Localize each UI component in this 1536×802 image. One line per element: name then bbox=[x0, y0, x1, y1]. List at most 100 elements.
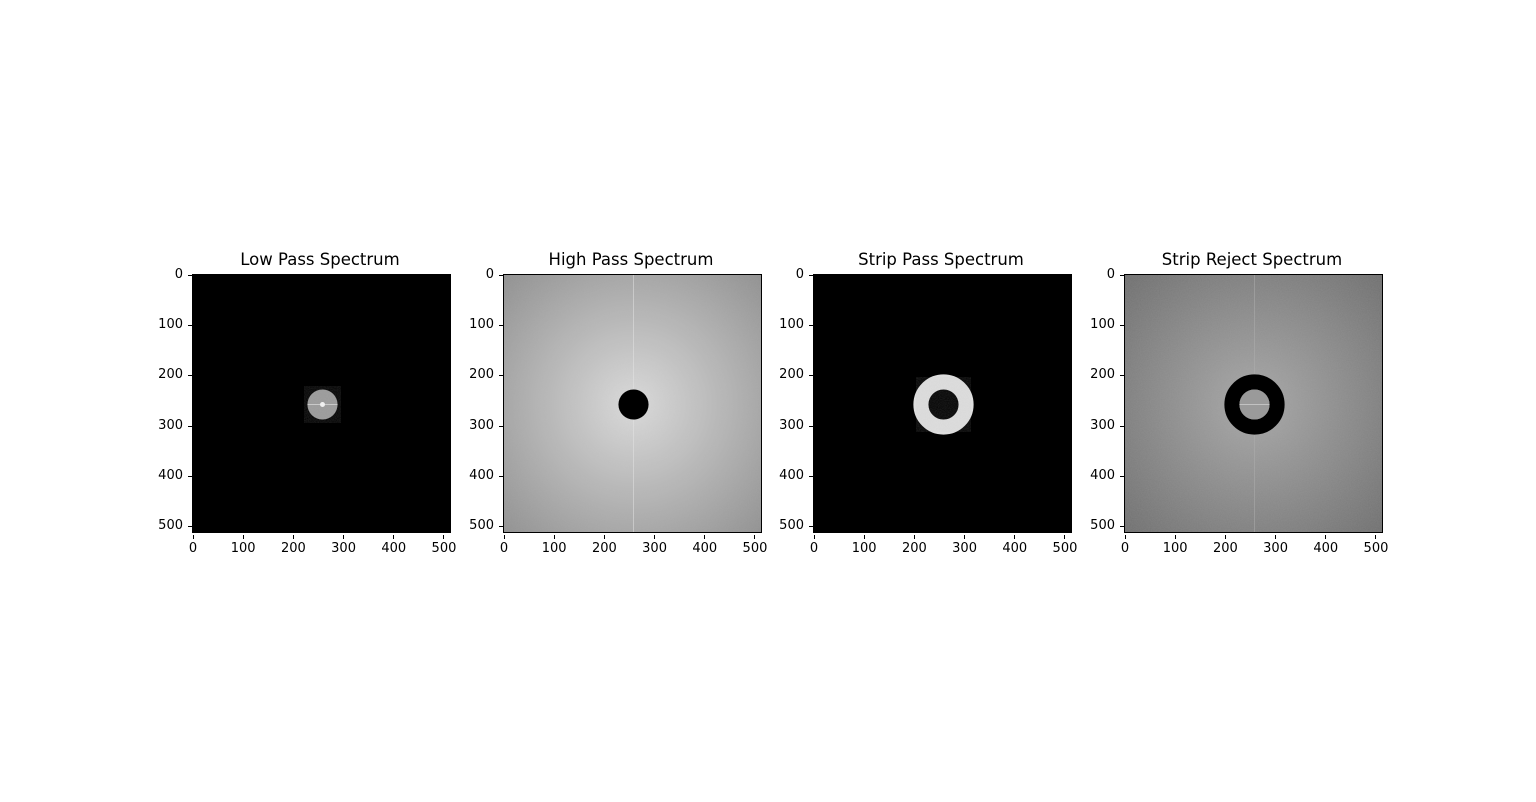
y-tick-label: 0 bbox=[1079, 267, 1124, 282]
x-tick-mark bbox=[1325, 535, 1327, 539]
x-tick-label: 500 bbox=[1047, 535, 1083, 556]
y-tick-mark bbox=[1120, 475, 1124, 477]
x-tick-text: 0 bbox=[188, 541, 198, 556]
x-tick-label: 500 bbox=[737, 535, 773, 556]
y-tick-mark bbox=[188, 525, 192, 527]
x-tick-text: 300 bbox=[642, 541, 667, 556]
y-tick-text: 400 bbox=[469, 467, 494, 483]
x-tick-mark bbox=[863, 535, 865, 539]
x-tick-mark bbox=[1124, 535, 1126, 539]
x-tick-text: 0 bbox=[809, 541, 819, 556]
y-tick-mark bbox=[809, 525, 813, 527]
y-tick-label: 400 bbox=[147, 467, 192, 483]
y-tick-mark bbox=[809, 325, 813, 327]
x-tick-mark bbox=[1275, 535, 1277, 539]
panel-title: High Pass Spectrum bbox=[548, 250, 714, 269]
y-tick-text: 0 bbox=[174, 267, 183, 282]
y-tick-text: 100 bbox=[158, 317, 183, 333]
y-tick-label: 300 bbox=[768, 418, 813, 433]
x-tick-text: 400 bbox=[692, 541, 718, 556]
x-tick-mark bbox=[292, 535, 294, 539]
x-tick-text: 300 bbox=[1263, 541, 1288, 556]
y-tick-text: 200 bbox=[469, 367, 494, 383]
x-tick-text: 200 bbox=[901, 541, 927, 556]
y-tick-mark bbox=[1120, 525, 1124, 527]
y-tick-label: 200 bbox=[1079, 367, 1124, 383]
x-tick-text: 300 bbox=[331, 541, 356, 556]
x-tick-mark bbox=[1174, 535, 1176, 539]
y-tick-mark bbox=[499, 325, 503, 327]
x-tick-mark bbox=[192, 535, 194, 539]
x-tick-label: 300 bbox=[947, 535, 983, 556]
y-tick-text: 400 bbox=[158, 467, 183, 483]
x-tick-mark bbox=[503, 535, 505, 539]
x-tick-mark bbox=[654, 535, 656, 539]
x-tick-label: 300 bbox=[1258, 535, 1294, 556]
x-tick-label: 200 bbox=[275, 535, 311, 556]
spectrum-svg bbox=[814, 275, 1071, 532]
panel-low-pass: Low Pass Spectrum 0 100 200 300 400 500 0 100 20… bbox=[158, 248, 480, 568]
x-tick-mark bbox=[343, 535, 345, 539]
y-tick-text: 300 bbox=[469, 417, 494, 433]
x-tick-mark bbox=[913, 535, 915, 539]
x-tick-text: 200 bbox=[1212, 541, 1238, 556]
spectrum-svg bbox=[193, 275, 450, 532]
y-tick-label: 400 bbox=[768, 467, 813, 483]
x-tick-mark bbox=[393, 535, 395, 539]
spectrum-noise bbox=[913, 374, 974, 435]
y-tick-text: 400 bbox=[1090, 467, 1115, 483]
y-tick-text: 0 bbox=[795, 267, 804, 282]
x-tick-text: 400 bbox=[381, 541, 407, 556]
y-tick-text: 500 bbox=[469, 517, 494, 533]
x-tick-label: 500 bbox=[426, 535, 462, 556]
x-tick-mark bbox=[1014, 535, 1016, 539]
y-tick-label: 400 bbox=[458, 467, 503, 483]
spectrum-image bbox=[1124, 274, 1383, 533]
y-tick-mark bbox=[499, 475, 503, 477]
x-tick-label: 0 bbox=[1107, 535, 1143, 556]
y-tick-label: 0 bbox=[768, 267, 813, 282]
x-tick-label: 400 bbox=[997, 535, 1033, 556]
x-tick-text: 500 bbox=[431, 541, 457, 556]
y-tick-mark bbox=[499, 425, 503, 427]
y-tick-mark bbox=[188, 475, 192, 477]
x-tick-label: 0 bbox=[486, 535, 522, 556]
x-tick-text: 0 bbox=[1120, 541, 1130, 556]
y-tick-label: 100 bbox=[458, 317, 503, 332]
x-tick-mark bbox=[553, 535, 555, 539]
y-tick-label: 100 bbox=[768, 317, 813, 332]
x-tick-text: 200 bbox=[280, 541, 306, 556]
x-tick-text: 400 bbox=[1002, 541, 1028, 556]
x-tick-label: 200 bbox=[586, 535, 622, 556]
y-tick-text: 300 bbox=[158, 417, 183, 433]
y-tick-text: 300 bbox=[1090, 417, 1115, 433]
y-tick-text: 200 bbox=[1090, 367, 1115, 383]
y-tick-label: 500 bbox=[1079, 518, 1124, 533]
x-tick-text: 200 bbox=[591, 541, 617, 556]
y-tick-mark bbox=[499, 275, 503, 276]
x-tick-label: 0 bbox=[175, 535, 211, 556]
y-tick-text: 200 bbox=[779, 367, 804, 383]
x-tick-mark bbox=[813, 535, 815, 539]
panel-strip-reject: Strip Reject Spectrum 0 100 200 300 400 500 0 1… bbox=[1090, 248, 1412, 568]
y-tick-text: 500 bbox=[779, 517, 804, 533]
y-tick-label: 100 bbox=[147, 317, 192, 333]
x-tick-mark bbox=[242, 535, 244, 539]
y-tick-label: 300 bbox=[1079, 417, 1124, 433]
masked-region bbox=[814, 275, 1071, 532]
y-tick-mark bbox=[809, 275, 813, 276]
y-tick-label: 200 bbox=[147, 367, 192, 382]
x-tick-label: 400 bbox=[1308, 535, 1344, 556]
x-tick-text: 100 bbox=[541, 541, 567, 556]
y-tick-label: 200 bbox=[458, 367, 503, 383]
x-tick-mark bbox=[964, 535, 966, 539]
y-tick-text: 400 bbox=[779, 467, 804, 483]
dc-peak bbox=[320, 402, 325, 407]
y-tick-mark bbox=[499, 525, 503, 527]
y-tick-mark bbox=[809, 475, 813, 477]
y-tick-label: 500 bbox=[768, 517, 813, 533]
spectrum-svg bbox=[1125, 275, 1382, 532]
y-tick-mark bbox=[1120, 275, 1124, 276]
y-tick-mark bbox=[809, 375, 813, 377]
spectrum-image bbox=[503, 274, 762, 533]
